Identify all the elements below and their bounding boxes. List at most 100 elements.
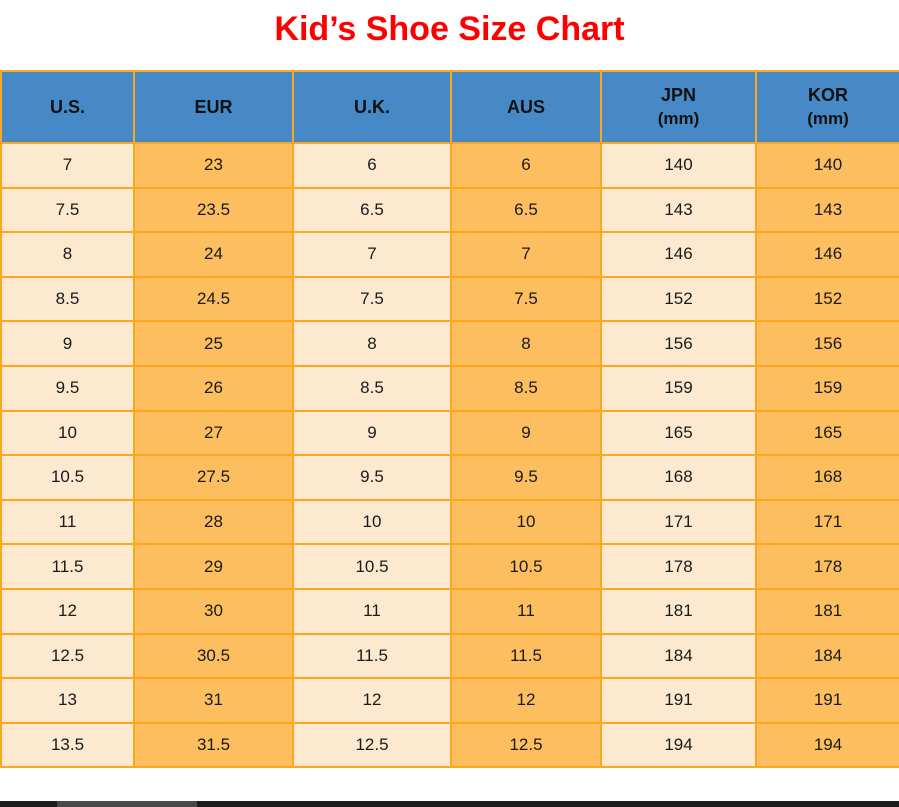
table-row: 9.5 26 8.5 8.5 159 159 xyxy=(0,364,899,412)
horizontal-scrollbar[interactable] xyxy=(0,801,899,807)
cell-aus: 7.5 xyxy=(450,275,602,323)
page-title: Kid’s Shoe Size Chart xyxy=(274,9,625,48)
cell-eur: 26 xyxy=(133,364,294,412)
cell-jpn: 152 xyxy=(600,275,757,323)
cell-us: 7 xyxy=(0,142,135,189)
cell-jpn: 165 xyxy=(600,409,757,457)
cell-uk: 9.5 xyxy=(292,454,452,501)
cell-uk: 8.5 xyxy=(292,364,452,412)
cell-us: 9.5 xyxy=(0,364,135,412)
cell-kor: 181 xyxy=(755,587,899,635)
cell-aus: 9 xyxy=(450,409,602,457)
cell-jpn: 181 xyxy=(600,587,757,635)
cell-eur: 24.5 xyxy=(133,275,294,323)
cell-eur: 28 xyxy=(133,498,294,546)
cell-uk: 11 xyxy=(292,587,452,635)
cell-uk: 6 xyxy=(292,142,452,189)
cell-us: 11 xyxy=(0,498,135,546)
cell-kor: 191 xyxy=(755,677,899,724)
cell-us: 9 xyxy=(0,320,135,367)
cell-eur: 31 xyxy=(133,677,294,724)
table-row: 12 30 11 11 181 181 xyxy=(0,587,899,635)
table-row: 13 31 12 12 191 191 xyxy=(0,677,899,724)
column-header-label: JPN xyxy=(660,85,696,105)
cell-uk: 10 xyxy=(292,498,452,546)
cell-eur: 23.5 xyxy=(133,186,294,234)
cell-kor: 146 xyxy=(755,231,899,278)
cell-uk: 6.5 xyxy=(292,186,452,234)
column-header-label: U.S. xyxy=(49,97,85,117)
cell-aus: 10 xyxy=(450,498,602,546)
cell-us: 10 xyxy=(0,409,135,457)
column-header-kor: KOR (mm) xyxy=(755,70,899,144)
title-area: Kid’s Shoe Size Chart xyxy=(0,0,899,70)
column-header-eur: EUR xyxy=(133,70,294,144)
cell-us: 13.5 xyxy=(0,721,135,769)
cell-uk: 12.5 xyxy=(292,721,452,769)
cell-uk: 8 xyxy=(292,320,452,367)
cell-jpn: 168 xyxy=(600,454,757,501)
cell-jpn: 194 xyxy=(600,721,757,769)
cell-aus: 12 xyxy=(450,677,602,724)
cell-eur: 31.5 xyxy=(133,721,294,769)
table-row: 10 27 9 9 165 165 xyxy=(0,409,899,457)
cell-uk: 7.5 xyxy=(292,275,452,323)
scrollbar-thumb[interactable] xyxy=(57,801,197,807)
column-header-jpn: JPN (mm) xyxy=(600,70,757,144)
cell-aus: 11 xyxy=(450,587,602,635)
cell-us: 10.5 xyxy=(0,454,135,501)
cell-us: 7.5 xyxy=(0,186,135,234)
cell-kor: 143 xyxy=(755,186,899,234)
cell-us: 12 xyxy=(0,587,135,635)
cell-us: 8 xyxy=(0,231,135,278)
cell-kor: 159 xyxy=(755,364,899,412)
cell-aus: 11.5 xyxy=(450,632,602,680)
cell-jpn: 159 xyxy=(600,364,757,412)
cell-aus: 8.5 xyxy=(450,364,602,412)
cell-us: 8.5 xyxy=(0,275,135,323)
cell-aus: 10.5 xyxy=(450,543,602,590)
table-row: 8 24 7 7 146 146 xyxy=(0,231,899,278)
table-row: 8.5 24.5 7.5 7.5 152 152 xyxy=(0,275,899,323)
cell-eur: 27.5 xyxy=(133,454,294,501)
cell-aus: 6.5 xyxy=(450,186,602,234)
cell-eur: 27 xyxy=(133,409,294,457)
cell-kor: 171 xyxy=(755,498,899,546)
cell-kor: 140 xyxy=(755,142,899,189)
cell-jpn: 146 xyxy=(600,231,757,278)
cell-jpn: 178 xyxy=(600,543,757,590)
cell-jpn: 140 xyxy=(600,142,757,189)
table-row: 7.5 23.5 6.5 6.5 143 143 xyxy=(0,186,899,234)
cell-kor: 194 xyxy=(755,721,899,769)
cell-eur: 29 xyxy=(133,543,294,590)
cell-us: 11.5 xyxy=(0,543,135,590)
cell-eur: 23 xyxy=(133,142,294,189)
table-row: 7 23 6 6 140 140 xyxy=(0,142,899,189)
cell-uk: 12 xyxy=(292,677,452,724)
cell-eur: 24 xyxy=(133,231,294,278)
cell-kor: 168 xyxy=(755,454,899,501)
cell-jpn: 171 xyxy=(600,498,757,546)
cell-jpn: 184 xyxy=(600,632,757,680)
cell-kor: 165 xyxy=(755,409,899,457)
cell-kor: 156 xyxy=(755,320,899,367)
cell-uk: 9 xyxy=(292,409,452,457)
cell-eur: 30 xyxy=(133,587,294,635)
cell-uk: 10.5 xyxy=(292,543,452,590)
cell-us: 12.5 xyxy=(0,632,135,680)
table-row: 13.5 31.5 12.5 12.5 194 194 xyxy=(0,721,899,769)
cell-jpn: 143 xyxy=(600,186,757,234)
table-row: 12.5 30.5 11.5 11.5 184 184 xyxy=(0,632,899,680)
cell-aus: 8 xyxy=(450,320,602,367)
column-header-label: AUS xyxy=(506,97,545,117)
cell-uk: 11.5 xyxy=(292,632,452,680)
table-row: 11 28 10 10 171 171 xyxy=(0,498,899,546)
column-header-label: EUR xyxy=(194,97,233,117)
column-header-unit: (mm) xyxy=(807,109,849,128)
cell-aus: 9.5 xyxy=(450,454,602,501)
column-header-label: KOR xyxy=(808,85,848,105)
column-header-us: U.S. xyxy=(0,70,135,144)
cell-jpn: 191 xyxy=(600,677,757,724)
cell-uk: 7 xyxy=(292,231,452,278)
